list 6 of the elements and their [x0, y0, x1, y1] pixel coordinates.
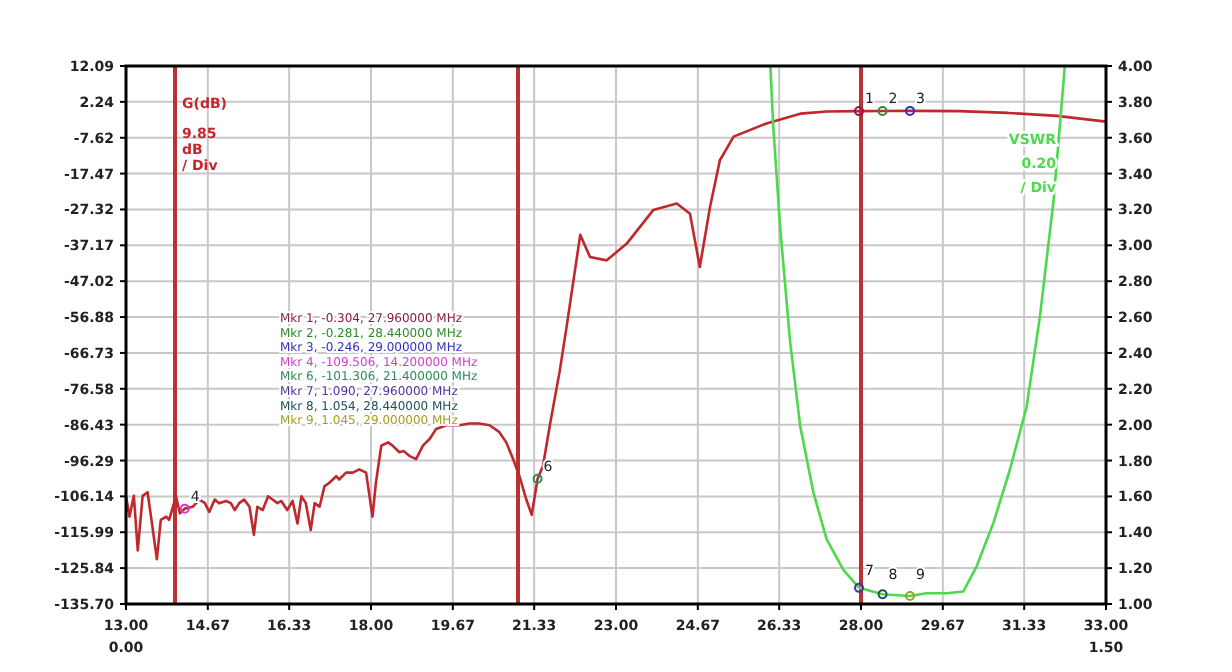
- point: [854, 106, 865, 117]
- point: [532, 473, 543, 484]
- point: [905, 105, 915, 116]
- point: [877, 106, 888, 117]
- line-series: [769, 66, 1067, 598]
- point: [179, 503, 190, 514]
